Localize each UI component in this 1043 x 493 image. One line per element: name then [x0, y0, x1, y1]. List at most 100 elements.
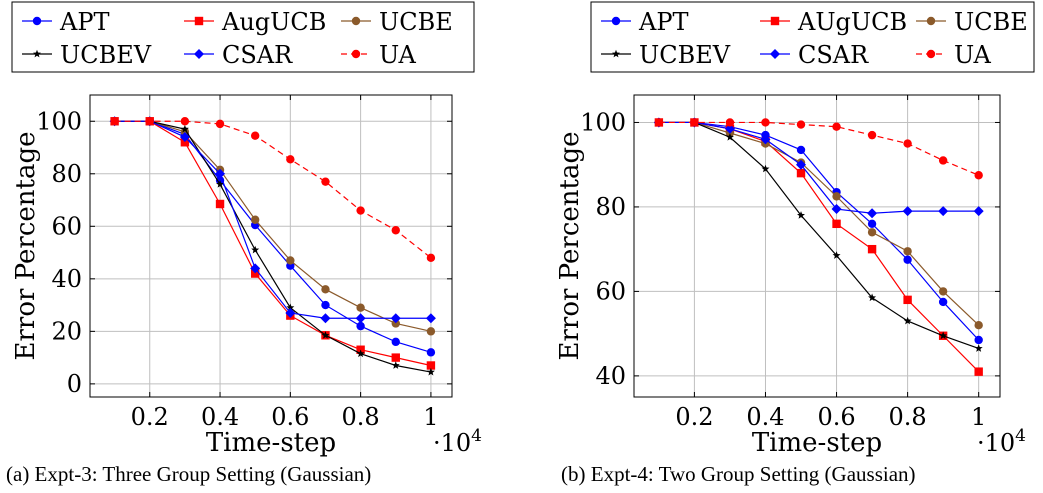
legend-swatch-marker: [194, 49, 204, 59]
y-tick-label: 40: [51, 265, 82, 293]
data-point: [391, 226, 400, 235]
x-axis-label: Time-step: [206, 428, 336, 458]
data-point: [725, 133, 734, 141]
legend-swatch-marker: [32, 16, 42, 26]
data-point: [973, 206, 984, 217]
data-point: [391, 319, 400, 328]
data-point: [426, 327, 436, 336]
series-augucb: [654, 118, 983, 376]
data-point: [867, 219, 877, 229]
data-point: [724, 123, 735, 134]
data-point: [321, 177, 330, 186]
legend-label: AUgUCB: [797, 8, 907, 36]
y-axis-label: Error Percentage: [11, 132, 41, 361]
series-line-ua: [658, 121, 979, 176]
y-tick-label: 60: [595, 277, 626, 305]
data-point: [974, 320, 983, 330]
y-tick-label: 100: [580, 108, 626, 136]
legend-label: CSAR: [798, 41, 869, 69]
data-point: [939, 331, 948, 340]
series-apt: [110, 117, 436, 357]
data-point: [761, 118, 770, 127]
data-point: [867, 228, 877, 237]
x-tick-label: 0.2: [131, 403, 169, 431]
data-point: [145, 117, 154, 126]
series-csar: [653, 117, 984, 219]
figure-caption: (a) Expt-3: Three Group Setting (Gaussia…: [6, 462, 371, 486]
legend-swatch-marker: [33, 49, 41, 58]
x-tick-label: 0.6: [817, 403, 855, 431]
data-point: [796, 159, 807, 170]
x-axis-multiplier-exponent: 4: [471, 426, 482, 446]
x-axis-multiplier-base: ·10: [433, 429, 471, 457]
legend-item-ua: UA: [341, 41, 416, 69]
legend-swatch-marker: [612, 49, 620, 58]
x-tick-label: 1: [423, 403, 438, 431]
data-point: [285, 307, 296, 318]
data-point: [320, 313, 331, 324]
ticks: 0.2 0.4 0.6 0.8 1 40 60 80 100: [580, 95, 1000, 431]
legend: APT AUgUCB UCBE UCBEV CSAR UA: [590, 1, 1035, 73]
plot-frame: [89, 94, 453, 398]
data-point: [321, 300, 330, 310]
series-ucbev: [654, 118, 983, 352]
x-tick-label: 0.8: [342, 403, 380, 431]
series-line-apt: [114, 120, 432, 353]
data-point: [867, 130, 877, 140]
legend-label: UA: [379, 41, 416, 69]
legend-label: UCBE: [954, 8, 1028, 36]
grid: [90, 95, 452, 397]
data-point: [426, 253, 436, 263]
legend-swatch-marker: [770, 49, 780, 59]
x-axis-label: Time-step: [752, 428, 882, 458]
data-point: [216, 180, 225, 188]
legend-item-apt: APT: [22, 8, 110, 36]
data-point: [832, 122, 841, 131]
data-point: [391, 361, 400, 369]
data-point: [180, 138, 190, 147]
plot-frame: [633, 94, 1001, 398]
data-point: [796, 168, 806, 178]
data-point: [250, 269, 260, 278]
legend-item-ucbe: UCBE: [341, 8, 453, 36]
y-tick-label: 100: [36, 107, 82, 135]
data-point: [974, 344, 983, 352]
legend-swatch-marker: [611, 16, 621, 26]
data-point: [938, 156, 948, 165]
data-point: [903, 255, 912, 264]
figure-caption: (b) Expt-4: Two Group Setting (Gaussian): [561, 462, 916, 486]
data-point: [867, 244, 877, 254]
legend-item-csar: CSAR: [184, 41, 293, 69]
x-tick-label: 1: [971, 403, 986, 431]
y-tick-label: 80: [51, 160, 82, 188]
data-point: [725, 118, 735, 127]
series-line-augucb: [114, 120, 432, 367]
series-line-ucbe: [658, 121, 980, 326]
series-line-apt: [658, 121, 980, 341]
legend-label: CSAR: [222, 41, 293, 69]
chart-panel-a: 0.2 0.4 0.6 0.8 1 0 20 40 60 80 100 Time-step Error …: [6, 1, 482, 486]
series-ua: [110, 117, 436, 263]
data-point: [938, 206, 949, 217]
data-point: [286, 155, 295, 164]
legend-label: AugUCB: [221, 8, 326, 36]
data-point: [974, 171, 983, 180]
legend-label: UCBE: [379, 8, 453, 36]
data-point: [867, 208, 878, 219]
legend-item-ucbev: UCBEV: [601, 41, 731, 69]
data-point: [796, 120, 806, 129]
ticks: 0.2 0.4 0.6 0.8 1 0 20 40 60 80 100: [36, 95, 452, 431]
data-point: [832, 251, 841, 259]
legend-swatch-marker: [770, 16, 780, 26]
data-point: [390, 313, 401, 324]
legend: APT AugUCB UCBE UCBEV CSAR UA: [11, 1, 475, 73]
y-tick-label: 80: [595, 193, 626, 221]
legend-swatch-marker: [926, 49, 936, 59]
legend-label: APT: [59, 8, 110, 36]
data-point: [321, 285, 330, 294]
series-line-ucbev: [114, 120, 432, 373]
y-tick-label: 40: [595, 362, 626, 390]
data-point: [797, 211, 805, 219]
data-point: [180, 127, 190, 136]
legend-item-ucbev: UCBEV: [22, 41, 152, 69]
